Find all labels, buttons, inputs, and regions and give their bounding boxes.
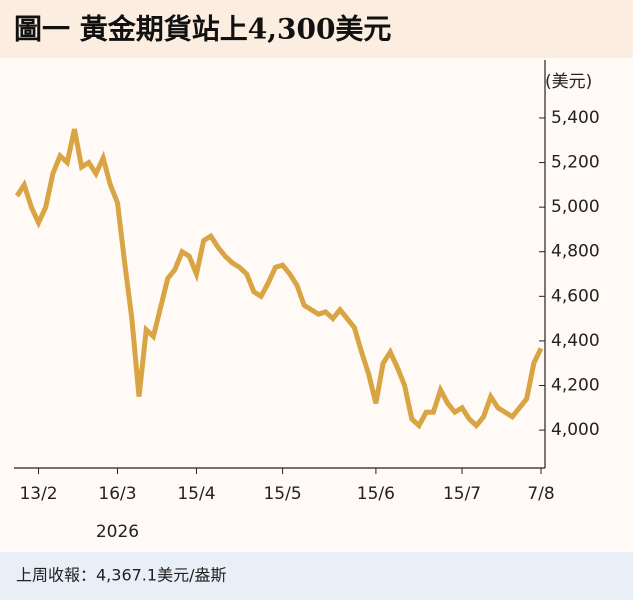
y-tick-label: 4,600 <box>551 286 600 306</box>
x-tick-label: 15/7 <box>443 484 481 504</box>
y-tick-label: 4,200 <box>551 376 600 396</box>
plot-background <box>0 58 633 552</box>
y-tick-label: 4,000 <box>551 420 600 440</box>
x-tick-label: 13/2 <box>19 484 57 504</box>
x-tick-label: 15/4 <box>177 484 215 504</box>
price-line <box>14 128 544 430</box>
x-tick-label: 15/5 <box>263 484 301 504</box>
x-tick-label: 7/8 <box>527 484 554 504</box>
x-tick-label: 16/3 <box>98 484 136 504</box>
note: 上周收報：4,367.1美元/盎斯 <box>16 566 226 585</box>
y-tick-label: 4,800 <box>551 242 600 262</box>
y-tick-label: 5,000 <box>551 197 600 217</box>
y-tick-label: 5,400 <box>551 108 600 128</box>
x-tick-label: 15/6 <box>357 484 395 504</box>
title-bar <box>0 0 633 58</box>
year-label: 2026 <box>96 522 139 542</box>
chart-title: 圖一 黃金期貨站上4,300美元 <box>14 13 391 46</box>
y-tick-label: 5,200 <box>551 153 600 173</box>
footer-bar <box>0 552 633 600</box>
y-tick-label: 4,400 <box>551 331 600 351</box>
unit-label: (美元) <box>545 72 592 92</box>
